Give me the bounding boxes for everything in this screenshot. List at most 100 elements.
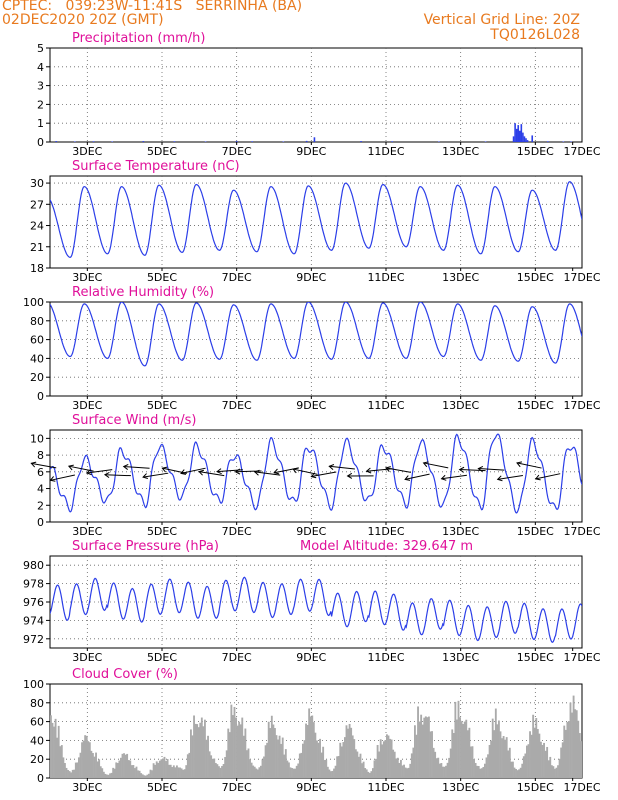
cloud-bar	[432, 747, 435, 778]
cloud-bar	[199, 722, 202, 778]
panel-4: Surface Wind (m/s) 0 2 4 6 8 10 3DEC 5DEC 7DEC 9DE…	[30, 413, 601, 538]
wind-arrow	[31, 462, 57, 469]
cloud-bar	[340, 746, 343, 778]
wind-arrow	[162, 467, 187, 474]
cloud-bar	[154, 764, 157, 778]
wind-arrow	[311, 471, 337, 478]
cloud-bar	[211, 758, 214, 778]
cloud-bar	[485, 757, 488, 778]
y-tick-label: 978	[23, 578, 44, 591]
precip-bar	[142, 141, 145, 142]
x-tick-label: 11DEC	[367, 781, 404, 794]
precip-bar	[512, 136, 515, 142]
cloud-bar	[202, 726, 205, 778]
cloud-bar	[328, 769, 331, 778]
cloud-bar	[527, 744, 530, 778]
precip-bar	[305, 140, 308, 142]
cloud-bar	[79, 752, 82, 778]
cloud-bar	[266, 742, 269, 778]
cloud-bar	[250, 762, 253, 778]
cloud-bar	[513, 767, 516, 778]
precip-bar	[204, 141, 207, 142]
cloud-bar	[557, 765, 559, 778]
cloud-bar	[241, 717, 244, 778]
cloud-bar	[424, 716, 427, 778]
wind-arrow-head	[346, 472, 353, 479]
cloud-bar	[474, 762, 477, 778]
cloud-bar	[400, 759, 402, 778]
cloud-bar	[134, 768, 136, 778]
cloud-bar	[572, 695, 575, 778]
y-tick-label: 10	[30, 432, 44, 445]
cloud-bar	[56, 737, 59, 778]
cloud-bar	[508, 747, 511, 778]
cloud-bar	[143, 775, 146, 778]
cloud-bar	[64, 763, 66, 778]
cloud-bar	[358, 756, 360, 778]
wind-arrow-head	[234, 468, 241, 475]
cloud-bar	[176, 765, 178, 778]
cloud-bar	[580, 741, 582, 778]
cloud-bar	[130, 765, 133, 778]
cloud-bar	[566, 721, 569, 778]
cloud-bar	[365, 769, 368, 778]
x-tick-label: 15DEC	[517, 781, 554, 794]
cloud-bar	[522, 756, 525, 778]
cloud-bars	[50, 695, 582, 778]
y-tick-label: 80	[30, 697, 44, 710]
cloud-bar	[232, 715, 234, 778]
cloud-bar	[129, 760, 132, 778]
panel-frame	[49, 47, 583, 143]
cloud-bar	[354, 749, 357, 778]
cloud-bar	[451, 729, 454, 778]
cloud-bar	[123, 753, 125, 778]
cloud-bar	[543, 742, 545, 778]
y-tick-label: 5	[37, 42, 44, 55]
cloud-bar	[308, 708, 311, 778]
cloud-bar	[518, 769, 521, 778]
wind-arrow	[366, 468, 393, 472]
cloud-bar	[191, 735, 194, 778]
cloud-bar	[214, 762, 217, 778]
y-tick-label: 100	[23, 678, 44, 691]
cloud-bar	[516, 770, 519, 778]
cloud-bar	[60, 745, 63, 778]
cloud-bar	[59, 746, 62, 778]
x-tick-label: 7DEC	[222, 781, 252, 794]
cloud-bar	[90, 750, 93, 778]
wind-arrow	[123, 466, 150, 469]
precip-bar	[484, 141, 487, 142]
panel-2: Surface Temperature (nC) 18 21 24 27 30 3DEC 5D…	[30, 159, 601, 284]
series-line	[50, 433, 582, 514]
x-tick-label: 11DEC	[367, 399, 404, 412]
x-tick-label: 13DEC	[442, 781, 479, 794]
x-tick-label: 11DEC	[367, 525, 404, 538]
cloud-bar	[479, 768, 482, 778]
x-tick-label: 9DEC	[296, 525, 326, 538]
cloud-bar	[488, 744, 491, 778]
cloud-bar	[204, 719, 206, 778]
x-tick-label: 9DEC	[296, 781, 326, 794]
cloud-bar	[526, 745, 528, 778]
cloud-bar	[435, 758, 438, 778]
precip-bar	[517, 125, 520, 142]
cloud-bar	[376, 744, 379, 778]
cloud-bar	[507, 750, 510, 778]
cloud-bar	[107, 774, 110, 778]
header-grid-line: Vertical Grid Line: 20Z	[423, 12, 580, 28]
panel-5: Surface Pressure (hPa) Model Altitude: 32…	[23, 539, 601, 664]
cloud-bar	[302, 743, 304, 778]
cloud-bar	[260, 765, 262, 778]
precip-bar	[92, 141, 95, 142]
cloud-bar	[468, 727, 471, 778]
cloud-bar	[533, 727, 536, 778]
cloud-bar	[275, 735, 278, 778]
cloud-bar	[431, 731, 433, 778]
x-tick-label: 5DEC	[147, 651, 177, 664]
cloud-bar	[356, 751, 359, 778]
x-tick-label: 7DEC	[222, 399, 252, 412]
cloud-bar	[504, 739, 507, 778]
precip-bar	[235, 141, 238, 142]
wind-arrow	[423, 462, 449, 469]
x-tick-label: 15DEC	[517, 399, 554, 412]
